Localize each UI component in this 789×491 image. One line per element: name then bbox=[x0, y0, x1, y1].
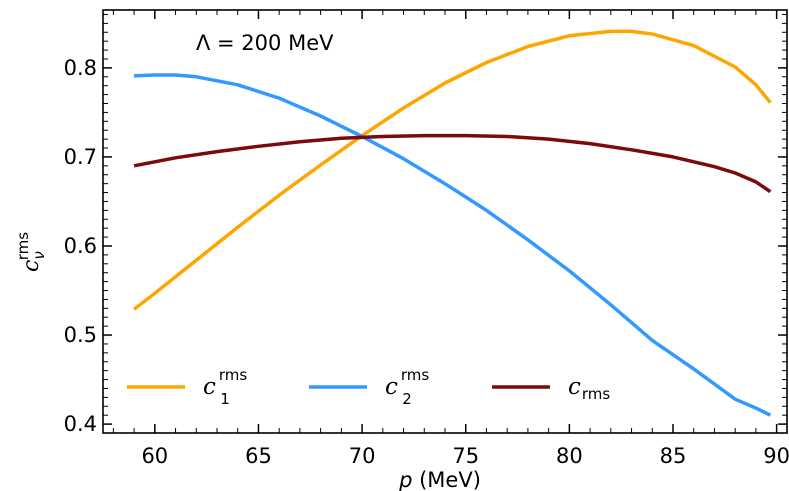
x-axis-label-text: p (MeV) bbox=[398, 468, 481, 491]
series-line-2 bbox=[134, 73, 772, 417]
y-tick-label: 0.5 bbox=[64, 323, 97, 347]
x-tick-label: 80 bbox=[556, 444, 583, 468]
x-tick-label: 65 bbox=[245, 444, 272, 468]
x-axis-label: p (MeV) bbox=[398, 468, 481, 491]
axis-ticks bbox=[103, 10, 787, 434]
y-tick-label: 0.7 bbox=[64, 145, 97, 169]
series-line-1 bbox=[133, 29, 772, 311]
x-tick-label: 60 bbox=[141, 444, 168, 468]
legend-label-3: crms bbox=[568, 374, 610, 403]
plot-frame bbox=[102, 9, 788, 434]
x-tick-label: 90 bbox=[763, 444, 789, 468]
legend-label-2: c rms 2 bbox=[385, 366, 429, 408]
lambda-annotation: Λ = 200 MeV bbox=[196, 31, 334, 55]
x-tick-label: 75 bbox=[452, 444, 479, 468]
legend-label-1: c rms 1 bbox=[203, 366, 247, 408]
x-tick-label: 85 bbox=[660, 444, 687, 468]
series-lines bbox=[133, 29, 772, 417]
y-axis-label: cνrms bbox=[14, 232, 48, 272]
y-tick-label: 0.6 bbox=[64, 234, 97, 258]
legend: c rms 1 c rms 2 crms bbox=[127, 366, 610, 408]
y-tick-label: 0.4 bbox=[64, 412, 97, 436]
y-axis-label-text: cνrms bbox=[14, 232, 48, 272]
x-tick-label: 70 bbox=[349, 444, 376, 468]
series-line-3 bbox=[133, 133, 772, 194]
axis-tick-labels: 60 65 70 75 80 85 90 0.4 0.5 0.6 0.7 0.8 bbox=[64, 56, 789, 468]
y-tick-label: 0.8 bbox=[64, 56, 97, 80]
